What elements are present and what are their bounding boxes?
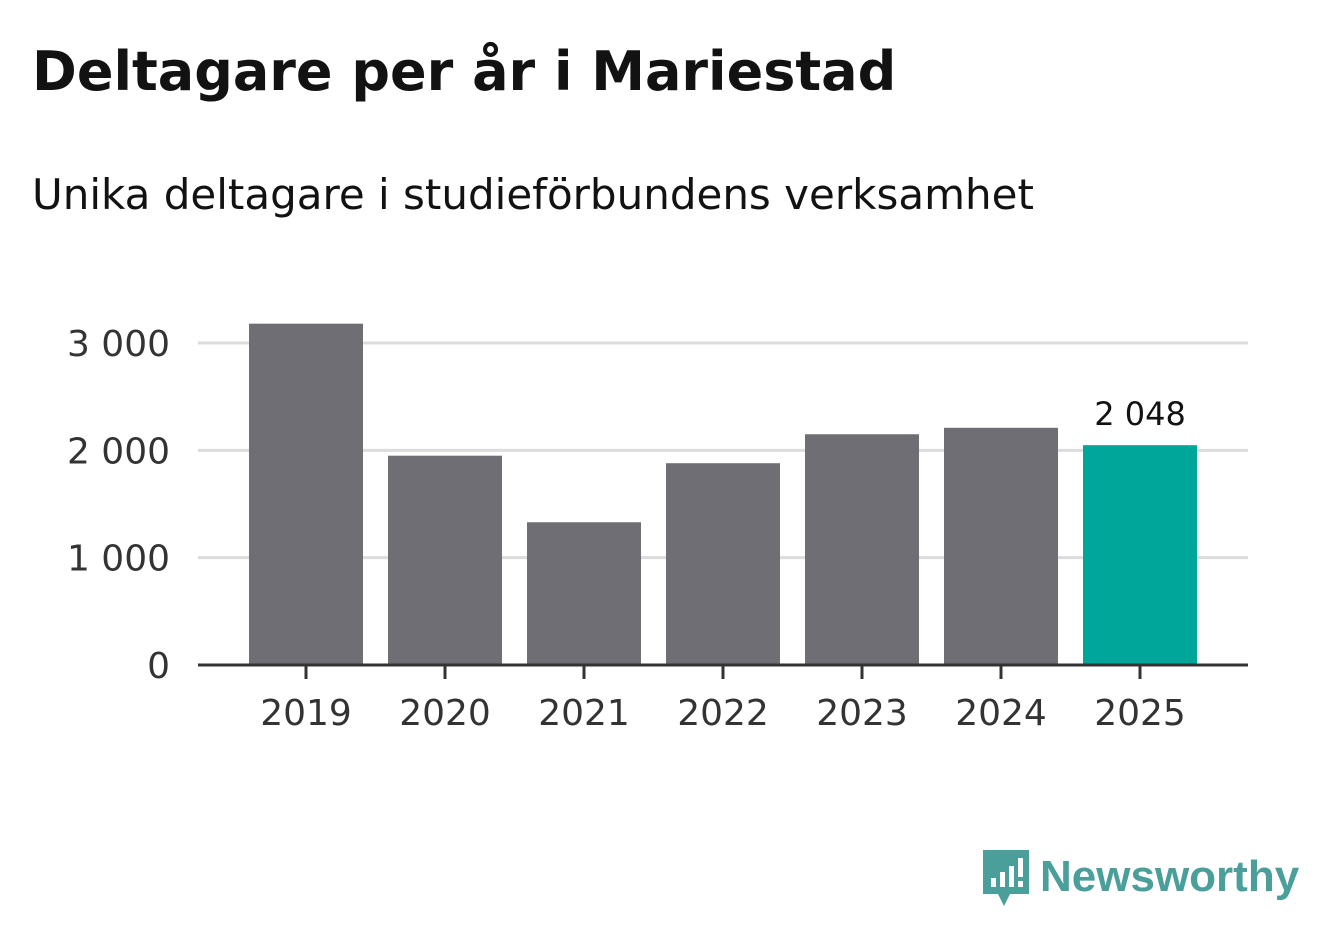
bar-2021 <box>527 522 641 665</box>
x-tick-label: 2020 <box>399 693 491 734</box>
bar-2024 <box>944 427 1058 665</box>
newsworthy-logo-icon <box>983 850 1029 906</box>
x-tick-label: 2021 <box>538 693 630 734</box>
x-tick-label: 2019 <box>260 693 352 734</box>
y-tick-label: 1 000 <box>67 539 170 580</box>
x-tick-label: 2024 <box>955 693 1047 734</box>
x-tick-label: 2022 <box>677 693 769 734</box>
chart-title: Deltagare per år i Mariestad <box>32 40 897 103</box>
data-label-highlight: 2 048 <box>1094 395 1186 433</box>
bar-2019 <box>249 323 363 665</box>
bar-2020 <box>388 455 502 665</box>
brand-name: Newsworthy <box>1040 852 1300 901</box>
bar-2025 <box>1083 445 1197 665</box>
bar-2023 <box>805 434 919 665</box>
x-tick-label: 2025 <box>1094 693 1186 734</box>
brand-logo: Newsworthy <box>980 846 1299 908</box>
x-tick-label: 2023 <box>816 693 908 734</box>
y-tick-label: 0 <box>147 646 170 687</box>
y-tick-label: 3 000 <box>67 324 170 365</box>
y-tick-label: 2 000 <box>67 431 170 472</box>
chart-subtitle: Unika deltagare i studieförbundens verks… <box>32 170 1034 219</box>
bar-2022 <box>666 463 780 665</box>
